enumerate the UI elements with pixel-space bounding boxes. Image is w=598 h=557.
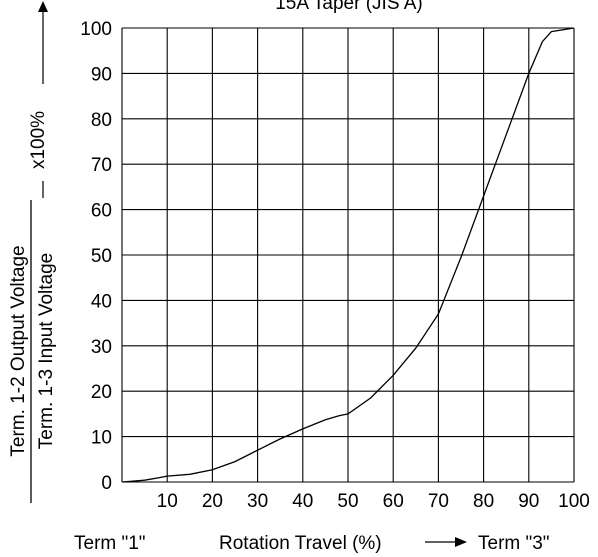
x-axis-label-center: Rotation Travel (%) bbox=[219, 533, 382, 554]
x-tick-label: 30 bbox=[247, 491, 268, 512]
y-tick-label: 40 bbox=[91, 291, 112, 312]
y-tick-label: 60 bbox=[91, 201, 112, 222]
y-tick-label: 100 bbox=[80, 19, 112, 40]
x-tick-label: 40 bbox=[292, 491, 313, 512]
y-tick-label: 10 bbox=[91, 428, 112, 449]
x-tick-label: 100 bbox=[558, 491, 590, 512]
y-axis-label-denominator: Term. 1-3 Input Voltage bbox=[36, 253, 57, 449]
x-tick-label: 70 bbox=[428, 491, 449, 512]
y-tick-label: 90 bbox=[91, 64, 112, 85]
y-tick-label: 50 bbox=[91, 246, 112, 267]
x-tick-label: 90 bbox=[518, 491, 539, 512]
grid bbox=[121, 27, 575, 483]
x-axis-label-right: Term "3" bbox=[478, 533, 550, 554]
taper-curve bbox=[121, 27, 575, 483]
y-axis-label-numerator: Term. 1-2 Output Voltage bbox=[8, 245, 29, 456]
y-tick-label: 80 bbox=[91, 110, 112, 131]
x-tick-label: 20 bbox=[202, 491, 223, 512]
y-tick-label: 30 bbox=[91, 337, 112, 358]
x-axis-label-left: Term "1" bbox=[74, 533, 146, 554]
y-arrow-head bbox=[38, 1, 48, 12]
y-tick-labels: 0 10 20 30 40 50 60 70 80 90 100 bbox=[80, 19, 112, 494]
y-tick-label: 70 bbox=[91, 155, 112, 176]
chart-title: 15A Taper (JIS A) bbox=[275, 0, 423, 14]
x-tick-label: 80 bbox=[473, 491, 494, 512]
y-tick-label: 0 bbox=[101, 473, 112, 494]
x-tick-label: 60 bbox=[383, 491, 404, 512]
x-tick-label: 50 bbox=[337, 491, 358, 512]
x-arrow-head bbox=[455, 537, 467, 547]
x-tick-labels: 10 20 30 40 50 60 70 80 90 100 bbox=[157, 491, 590, 512]
x-tick-label: 10 bbox=[157, 491, 178, 512]
y-tick-label: 20 bbox=[91, 382, 112, 403]
y-axis-label-suffix: x100% bbox=[28, 111, 49, 169]
